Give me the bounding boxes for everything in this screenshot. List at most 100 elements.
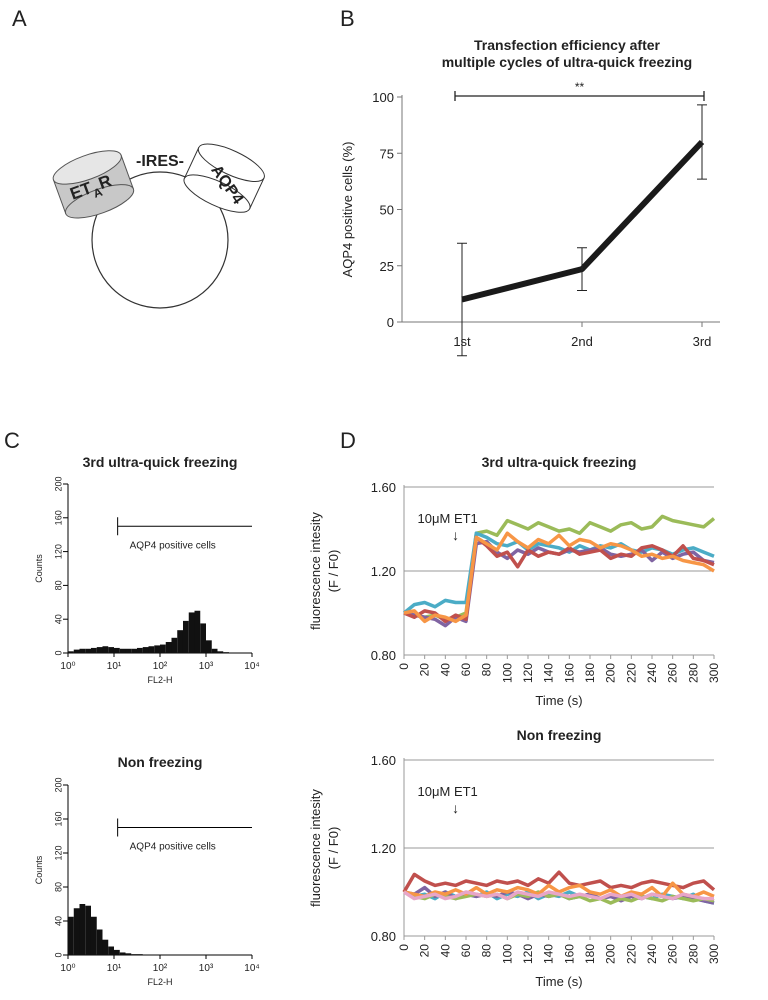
y-tick-label: 1.60 xyxy=(371,753,396,768)
y-axis-label: Counts xyxy=(34,855,44,884)
error-bar xyxy=(577,247,587,291)
histogram-bar xyxy=(200,623,206,653)
series-line xyxy=(402,531,715,615)
histogram-bar xyxy=(131,954,137,955)
y-tick-label: 40 xyxy=(53,916,63,926)
y-tick-label: 200 xyxy=(53,777,63,792)
plasmid-circle xyxy=(91,171,229,309)
x-tick-label: 140 xyxy=(542,944,556,964)
y-tick-label: 200 xyxy=(53,476,63,491)
histogram-bar xyxy=(85,905,91,955)
histogram-bar xyxy=(188,612,195,653)
annotation: 10μM ET1 xyxy=(418,511,478,526)
histogram-bar xyxy=(119,648,126,653)
histogram-bar xyxy=(114,647,120,653)
histogram-bar xyxy=(136,647,143,653)
y-tick-label: 75 xyxy=(380,146,394,161)
x-tick-label: 200 xyxy=(604,944,618,964)
x-tick-label: 220 xyxy=(624,663,638,683)
x-tick-label: 20 xyxy=(418,944,432,958)
x-tick-label: 10⁰ xyxy=(60,963,75,974)
y-tick-label: 80 xyxy=(53,580,63,590)
y-axis-label: (F / F0) xyxy=(326,827,341,870)
x-axis-label: Time (s) xyxy=(535,693,582,708)
receptor-cylinder xyxy=(52,150,135,219)
x-tick-label: 10³ xyxy=(199,661,214,672)
annotation: 10μM ET1 xyxy=(418,784,478,799)
x-tick-label: 40 xyxy=(438,944,452,958)
x-tick-label: 10¹ xyxy=(107,661,122,672)
histogram-bar xyxy=(68,651,74,653)
histogram-bar xyxy=(102,646,109,653)
significance-bracket xyxy=(454,91,705,101)
x-tick-label: 100 xyxy=(500,663,514,683)
x-tick-label: 10⁴ xyxy=(244,661,259,672)
chart-title: 3rd ultra-quick freezing xyxy=(482,454,637,470)
histogram-bar xyxy=(171,637,178,653)
x-tick-label: 0 xyxy=(397,944,411,951)
x-tick-label: 160 xyxy=(562,663,576,683)
x-tick-label: 10¹ xyxy=(107,963,122,974)
y-axis-label: AQP4 positive cells (%) xyxy=(340,142,355,278)
histogram-bar xyxy=(165,642,172,653)
histogram-bar xyxy=(90,916,97,955)
y-tick-label: 120 xyxy=(53,845,63,860)
chart-title: Non freezing xyxy=(118,754,203,770)
y-axis-label: fluorescence intesity xyxy=(308,512,323,630)
chart-title: 3rd ultra-quick freezing xyxy=(83,454,238,470)
x-tick-label: 3rd xyxy=(693,334,712,349)
x-tick-label: 10³ xyxy=(199,963,214,974)
annotation: ** xyxy=(575,80,585,94)
y-tick-label: 1.20 xyxy=(371,564,396,579)
x-tick-label: 120 xyxy=(521,944,535,964)
histogram-bar xyxy=(108,647,114,653)
histogram-bar xyxy=(73,649,80,653)
y-axis-label: Counts xyxy=(34,554,44,583)
histogram-bar xyxy=(194,610,201,653)
y-tick-label: 0 xyxy=(387,315,394,330)
histogram-bar xyxy=(102,939,109,955)
y-tick-label: 160 xyxy=(53,510,63,525)
histogram-bar xyxy=(136,954,143,955)
x-tick-label: 300 xyxy=(707,944,721,964)
series-line xyxy=(403,531,715,624)
x-tick-label: 220 xyxy=(624,944,638,964)
x-tick-label: 2nd xyxy=(571,334,593,349)
x-tick-label: 60 xyxy=(459,944,473,958)
y-tick-label: 80 xyxy=(53,882,63,892)
x-tick-label: 80 xyxy=(480,663,494,677)
x-axis-label: FL2-H xyxy=(147,977,172,987)
plasmid-diagram: ETAR -IRES- AQP4 xyxy=(52,143,265,309)
y-tick-label: 0.80 xyxy=(371,929,396,944)
histogram-bar xyxy=(68,916,74,955)
y-tick-label: 1.60 xyxy=(371,480,396,495)
series-line xyxy=(403,514,716,622)
histogram-bar xyxy=(211,648,218,653)
x-tick-label: 200 xyxy=(604,663,618,683)
series-line xyxy=(403,890,714,901)
diagram-label: ETAR xyxy=(67,171,115,208)
x-tick-label: 160 xyxy=(562,944,576,964)
histogram-bar xyxy=(119,952,126,955)
x-tick-label: 10⁰ xyxy=(60,661,75,672)
y-tick-label: 1.20 xyxy=(371,841,396,856)
series-line xyxy=(402,870,716,893)
x-tick-label: 20 xyxy=(418,663,432,677)
panel-label: D xyxy=(340,428,356,453)
histogram-bar xyxy=(177,630,183,653)
chart-title: Transfection efficiency after xyxy=(474,37,661,53)
chart-title: multiple cycles of ultra-quick freezing xyxy=(442,54,693,70)
y-tick-label: 0 xyxy=(53,650,63,655)
x-tick-label: 10² xyxy=(153,661,168,672)
x-tick-label: 280 xyxy=(686,944,700,964)
histogram-bar xyxy=(125,953,132,955)
x-axis-label: FL2-H xyxy=(147,675,172,685)
histogram-bar xyxy=(148,646,155,653)
x-tick-label: 10⁴ xyxy=(244,963,259,974)
histogram-bar xyxy=(160,644,166,653)
y-axis-label: (F / F0) xyxy=(326,550,341,593)
histogram-bar xyxy=(79,904,86,955)
error-bar xyxy=(457,242,467,357)
